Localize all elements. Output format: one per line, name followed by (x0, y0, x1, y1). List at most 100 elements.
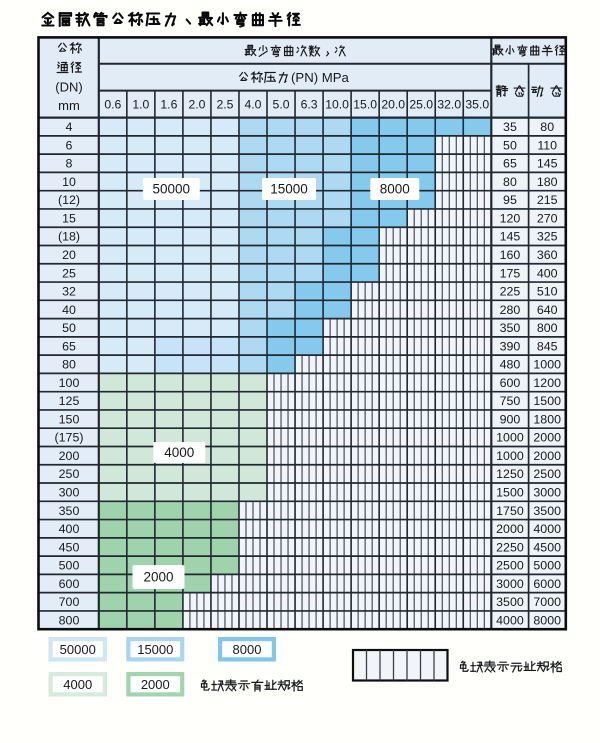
svg-text:8000: 8000 (533, 613, 561, 627)
svg-text:3000: 3000 (533, 486, 561, 500)
svg-text:500: 500 (59, 559, 80, 573)
svg-text:3000: 3000 (496, 577, 524, 591)
svg-text:2.5: 2.5 (216, 97, 233, 111)
svg-text:15000: 15000 (137, 642, 173, 657)
svg-text:32.0: 32.0 (437, 97, 461, 111)
svg-text:1800: 1800 (533, 412, 561, 426)
svg-text:3500: 3500 (496, 595, 524, 609)
svg-text:1500: 1500 (496, 486, 524, 500)
svg-text:360: 360 (537, 248, 558, 262)
svg-text:95: 95 (503, 193, 517, 207)
svg-text:10.0: 10.0 (325, 97, 349, 111)
svg-text:5000: 5000 (533, 559, 561, 573)
svg-text:15.0: 15.0 (353, 97, 377, 111)
svg-text:125: 125 (59, 394, 80, 408)
svg-text:80: 80 (540, 120, 554, 134)
svg-text:800: 800 (537, 321, 558, 335)
svg-text:1000: 1000 (496, 431, 524, 445)
svg-text:8000: 8000 (380, 182, 410, 197)
svg-text:4000: 4000 (533, 522, 561, 536)
svg-text:(175): (175) (55, 431, 84, 445)
svg-text:450: 450 (59, 540, 80, 554)
svg-text:750: 750 (500, 394, 521, 408)
svg-text:325: 325 (537, 230, 558, 244)
svg-text:175: 175 (500, 266, 521, 280)
svg-text:225: 225 (500, 285, 521, 299)
svg-text:800: 800 (59, 613, 80, 627)
svg-text:4000: 4000 (164, 445, 194, 460)
svg-text:4.0: 4.0 (245, 97, 262, 111)
svg-text:25.0: 25.0 (409, 97, 433, 111)
svg-text:1200: 1200 (533, 376, 561, 390)
svg-text:510: 510 (537, 285, 558, 299)
svg-text:400: 400 (537, 266, 558, 280)
svg-text:700: 700 (59, 595, 80, 609)
svg-text:2000: 2000 (141, 677, 170, 692)
svg-text:2000: 2000 (533, 431, 561, 445)
svg-text:25: 25 (62, 266, 76, 280)
svg-text:400: 400 (59, 522, 80, 536)
svg-text:65: 65 (62, 339, 76, 353)
svg-text:1.0: 1.0 (132, 97, 149, 111)
svg-text:50: 50 (62, 321, 76, 335)
svg-text:200: 200 (59, 449, 80, 463)
svg-text:845: 845 (537, 339, 558, 353)
svg-text:1.6: 1.6 (160, 97, 177, 111)
svg-text:600: 600 (59, 577, 80, 591)
svg-text:35: 35 (503, 120, 517, 134)
svg-text:2500: 2500 (533, 467, 561, 481)
svg-text:280: 280 (500, 303, 521, 317)
svg-text:15000: 15000 (270, 182, 308, 197)
svg-text:4: 4 (66, 120, 73, 134)
svg-text:250: 250 (59, 467, 80, 481)
svg-text:390: 390 (500, 339, 521, 353)
svg-text:6.3: 6.3 (301, 97, 318, 111)
svg-text:4500: 4500 (533, 540, 561, 554)
svg-text:0.6: 0.6 (104, 97, 121, 111)
svg-text:4000: 4000 (63, 677, 92, 692)
svg-text:160: 160 (500, 248, 521, 262)
svg-text:180: 180 (537, 175, 558, 189)
svg-text:80: 80 (503, 175, 517, 189)
svg-text:80: 80 (62, 358, 76, 372)
svg-text:215: 215 (537, 193, 558, 207)
svg-text:100: 100 (59, 376, 80, 390)
svg-text:2000: 2000 (496, 522, 524, 536)
svg-text:600: 600 (500, 376, 521, 390)
svg-text:8: 8 (66, 157, 73, 171)
svg-text:50000: 50000 (153, 182, 191, 197)
svg-text:50: 50 (503, 138, 517, 152)
svg-text:7000: 7000 (533, 595, 561, 609)
svg-text:4000: 4000 (496, 613, 524, 627)
svg-text:300: 300 (59, 486, 80, 500)
svg-text:6: 6 (66, 138, 73, 152)
svg-text:480: 480 (500, 358, 521, 372)
svg-text:1500: 1500 (533, 394, 561, 408)
svg-text:mm: mm (58, 98, 80, 113)
svg-text:65: 65 (503, 157, 517, 171)
svg-text:110: 110 (537, 138, 557, 152)
svg-text:120: 120 (500, 211, 521, 225)
svg-text:20: 20 (62, 248, 76, 262)
svg-text:2250: 2250 (496, 540, 524, 554)
svg-text:2500: 2500 (496, 559, 524, 573)
svg-text:640: 640 (537, 303, 558, 317)
svg-text:1000: 1000 (533, 358, 561, 372)
svg-text:8000: 8000 (233, 642, 262, 657)
svg-text:15: 15 (62, 211, 76, 225)
svg-text:(18): (18) (58, 230, 80, 244)
svg-text:1000: 1000 (496, 449, 524, 463)
svg-text:35.0: 35.0 (465, 97, 489, 111)
svg-text:270: 270 (537, 211, 558, 225)
svg-text:10: 10 (62, 175, 76, 189)
svg-text:1250: 1250 (496, 467, 524, 481)
svg-text:5.0: 5.0 (273, 97, 290, 111)
svg-text:900: 900 (500, 412, 521, 426)
svg-text:6000: 6000 (533, 577, 561, 591)
svg-text:350: 350 (500, 321, 521, 335)
svg-text:2.0: 2.0 (188, 97, 205, 111)
svg-text:150: 150 (59, 412, 80, 426)
svg-text:2000: 2000 (533, 449, 561, 463)
svg-text:20.0: 20.0 (381, 97, 405, 111)
svg-text:145: 145 (500, 230, 521, 244)
